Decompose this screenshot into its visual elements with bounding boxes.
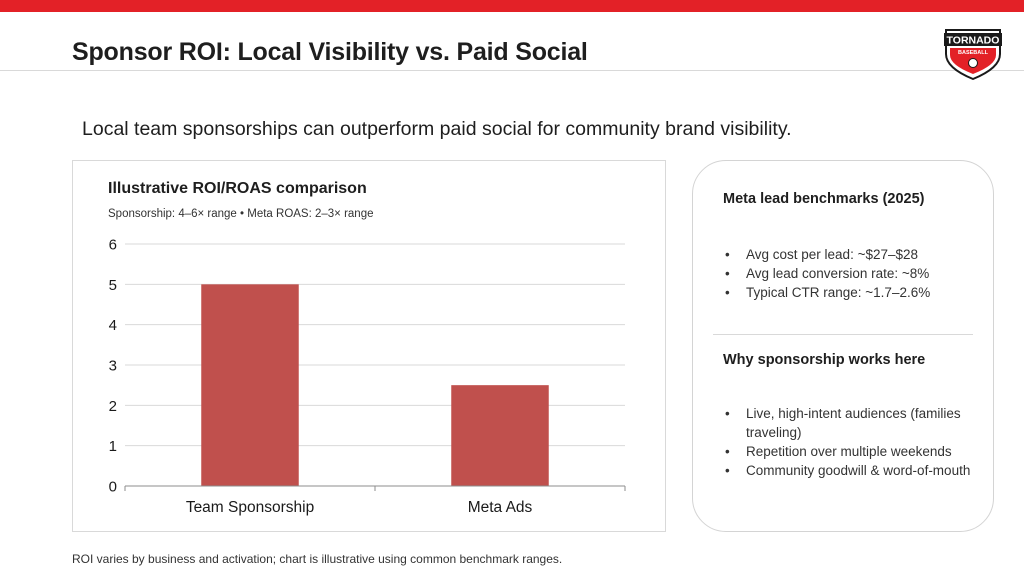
top-accent-bar xyxy=(0,0,1024,12)
y-tick-label: 1 xyxy=(109,438,117,455)
chart-subtitle: Sponsorship: 4–6× range • Meta ROAS: 2–3… xyxy=(108,208,374,220)
why-list: Live, high-intent audiences (families tr… xyxy=(723,404,983,480)
benchmark-item: Avg lead conversion rate: ~8% xyxy=(723,264,983,283)
benchmarks-list: Avg cost per lead: ~$27–$28 Avg lead con… xyxy=(723,245,983,302)
benchmarks-heading: Meta lead benchmarks (2025) xyxy=(723,191,925,207)
why-item: Repetition over multiple weekends xyxy=(723,442,983,461)
bar xyxy=(201,284,299,486)
slide-title: Sponsor ROI: Local Visibility vs. Paid S… xyxy=(72,38,588,66)
why-heading: Why sponsorship works here xyxy=(723,352,926,368)
logo-banner xyxy=(944,33,1002,46)
logo-text-top: TORNADO xyxy=(947,35,1000,47)
side-panel: Meta lead benchmarks (2025) Avg cost per… xyxy=(692,160,994,532)
x-tick-label: Team Sponsorship xyxy=(186,499,314,516)
y-tick-label: 2 xyxy=(109,398,117,415)
logo-baseball-icon xyxy=(968,58,978,68)
y-tick-label: 5 xyxy=(109,277,117,294)
x-tick-label: Meta Ads xyxy=(468,499,533,516)
chart-card: Illustrative ROI/ROAS comparison Sponsor… xyxy=(72,160,666,532)
y-tick-label: 3 xyxy=(109,358,117,375)
bar-chart: 0 1 2 3 4 5 6 Team Sponsorship Meta Ads xyxy=(109,237,626,516)
y-tick-label: 6 xyxy=(109,237,117,254)
benchmark-item: Typical CTR range: ~1.7–2.6% xyxy=(723,283,983,302)
logo-text-bottom: BASEBALL xyxy=(958,50,989,56)
bar xyxy=(451,385,549,486)
slide-header: Sponsor ROI: Local Visibility vs. Paid S… xyxy=(0,12,1024,71)
slide-subtitle: Local team sponsorships can outperform p… xyxy=(82,118,792,140)
benchmark-item: Avg cost per lead: ~$27–$28 xyxy=(723,245,983,264)
y-tick-label: 0 xyxy=(109,479,117,496)
footnote: ROI varies by business and activation; c… xyxy=(72,552,563,566)
tornado-baseball-logo: TORNADO BASEBALL xyxy=(944,29,1002,80)
why-item: Live, high-intent audiences (families tr… xyxy=(723,404,983,442)
chart-title: Illustrative ROI/ROAS comparison xyxy=(108,180,367,197)
panel-divider xyxy=(713,334,973,335)
why-item: Community goodwill & word-of-mouth xyxy=(723,461,983,480)
y-tick-label: 4 xyxy=(109,317,117,334)
